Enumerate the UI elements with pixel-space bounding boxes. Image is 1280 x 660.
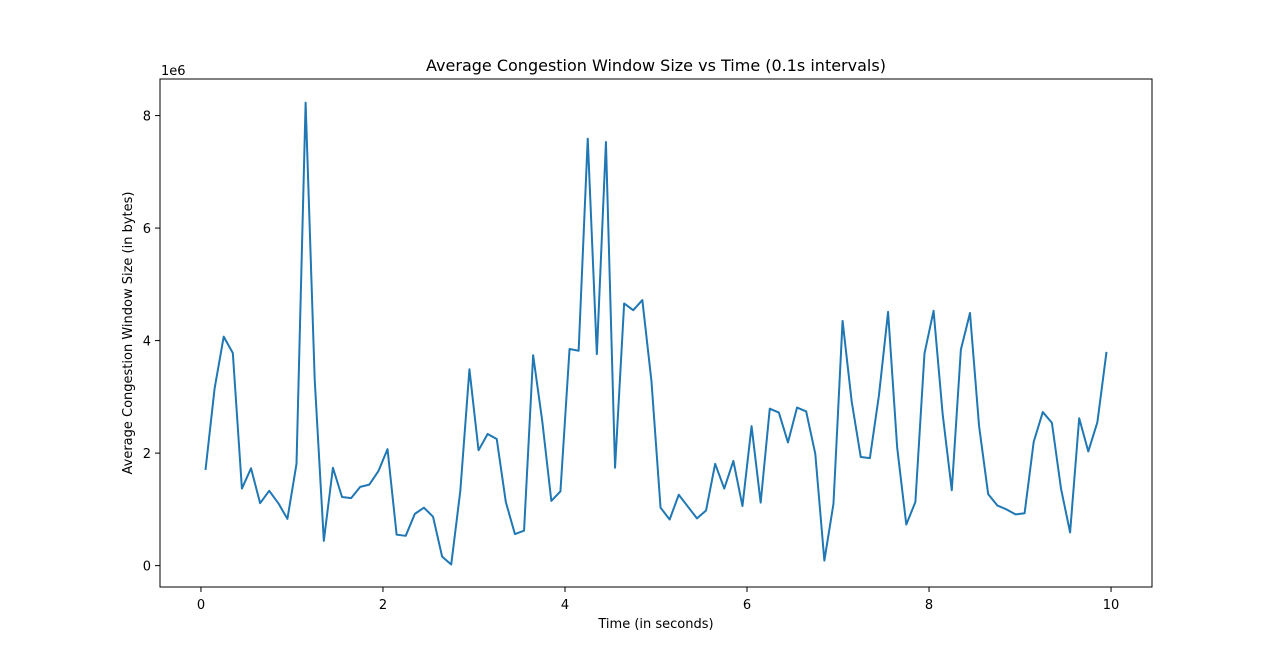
x-tick-label: 10: [1103, 598, 1120, 613]
y-axis: 0 2 4 6 8: [143, 110, 160, 575]
x-tick-label: 6: [743, 598, 751, 613]
y-tick-label: 6: [143, 222, 151, 237]
chart-title: Average Congestion Window Size vs Time (…: [426, 56, 886, 75]
axes-frame: [159, 78, 1153, 588]
x-axis-label: Time (in seconds): [597, 617, 713, 632]
x-axis: 0 2 4 6 8 10: [197, 587, 1120, 613]
series-line-0: [204, 101, 1108, 566]
x-tick-label: 8: [925, 598, 933, 613]
y-axis-label: Average Congestion Window Size (in bytes…: [121, 192, 136, 475]
x-tick-label: 2: [379, 598, 387, 613]
y-tick-label: 8: [143, 110, 151, 125]
y-tick-label: 4: [143, 335, 151, 350]
x-tick-label: 4: [561, 598, 569, 613]
y-tick-label: 2: [143, 447, 151, 462]
x-tick-label: 0: [197, 598, 205, 613]
y-offset-label: 1e6: [161, 64, 186, 79]
plot-area: [204, 101, 1108, 566]
y-tick-label: 0: [143, 560, 151, 575]
